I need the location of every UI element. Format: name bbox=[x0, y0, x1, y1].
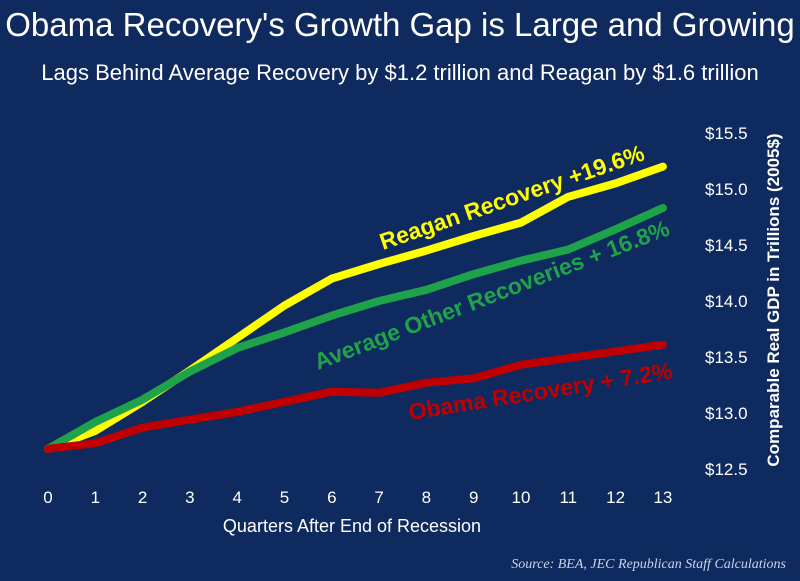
y-tick-label: $15.0 bbox=[705, 180, 748, 199]
x-tick-label: 2 bbox=[138, 488, 147, 507]
x-tick-label: 0 bbox=[43, 488, 52, 507]
x-axis-ticks: 0 1 2 3 4 5 6 7 8 9 10 11 12 13 bbox=[43, 488, 672, 507]
x-tick-label: 8 bbox=[422, 488, 431, 507]
x-tick-label: 6 bbox=[327, 488, 336, 507]
x-tick-label: 5 bbox=[280, 488, 289, 507]
x-tick-label: 11 bbox=[559, 488, 577, 507]
y-tick-label: $14.0 bbox=[705, 292, 748, 311]
series-lines bbox=[44, 162, 667, 453]
x-tick-label: 7 bbox=[374, 488, 383, 507]
chart-title: Obama Recovery's Growth Gap is Large and… bbox=[5, 6, 795, 43]
source-note: Source: BEA, JEC Republican Staff Calcul… bbox=[511, 557, 786, 572]
x-tick-label: 1 bbox=[91, 488, 100, 507]
x-tick-label: 9 bbox=[469, 488, 478, 507]
x-tick-label: 13 bbox=[653, 488, 672, 507]
series-line-obama-recovery bbox=[44, 340, 667, 453]
y-tick-label: $12.5 bbox=[705, 460, 748, 479]
x-tick-label: 12 bbox=[606, 488, 625, 507]
y-axis-label: Comparable Real GDP in Trillions (2005$) bbox=[764, 133, 783, 466]
y-tick-label: $15.5 bbox=[705, 124, 748, 143]
series-line-average-other-recoveries bbox=[44, 204, 667, 453]
obama-series-label: Obama Recovery + 7.2% bbox=[407, 358, 674, 425]
y-axis-ticks: $12.5 $13.0 $13.5 $14.0 $14.5 $15.0 $15.5 bbox=[705, 124, 748, 479]
x-tick-label: 3 bbox=[185, 488, 194, 507]
y-tick-label: $13.0 bbox=[705, 404, 748, 423]
y-tick-label: $13.5 bbox=[705, 348, 748, 367]
y-tick-label: $14.5 bbox=[705, 236, 748, 255]
x-tick-label: 10 bbox=[512, 488, 531, 507]
chart-subtitle: Lags Behind Average Recovery by $1.2 tri… bbox=[41, 60, 759, 85]
x-axis-label: Quarters After End of Recession bbox=[223, 516, 481, 536]
x-tick-label: 4 bbox=[232, 488, 241, 507]
